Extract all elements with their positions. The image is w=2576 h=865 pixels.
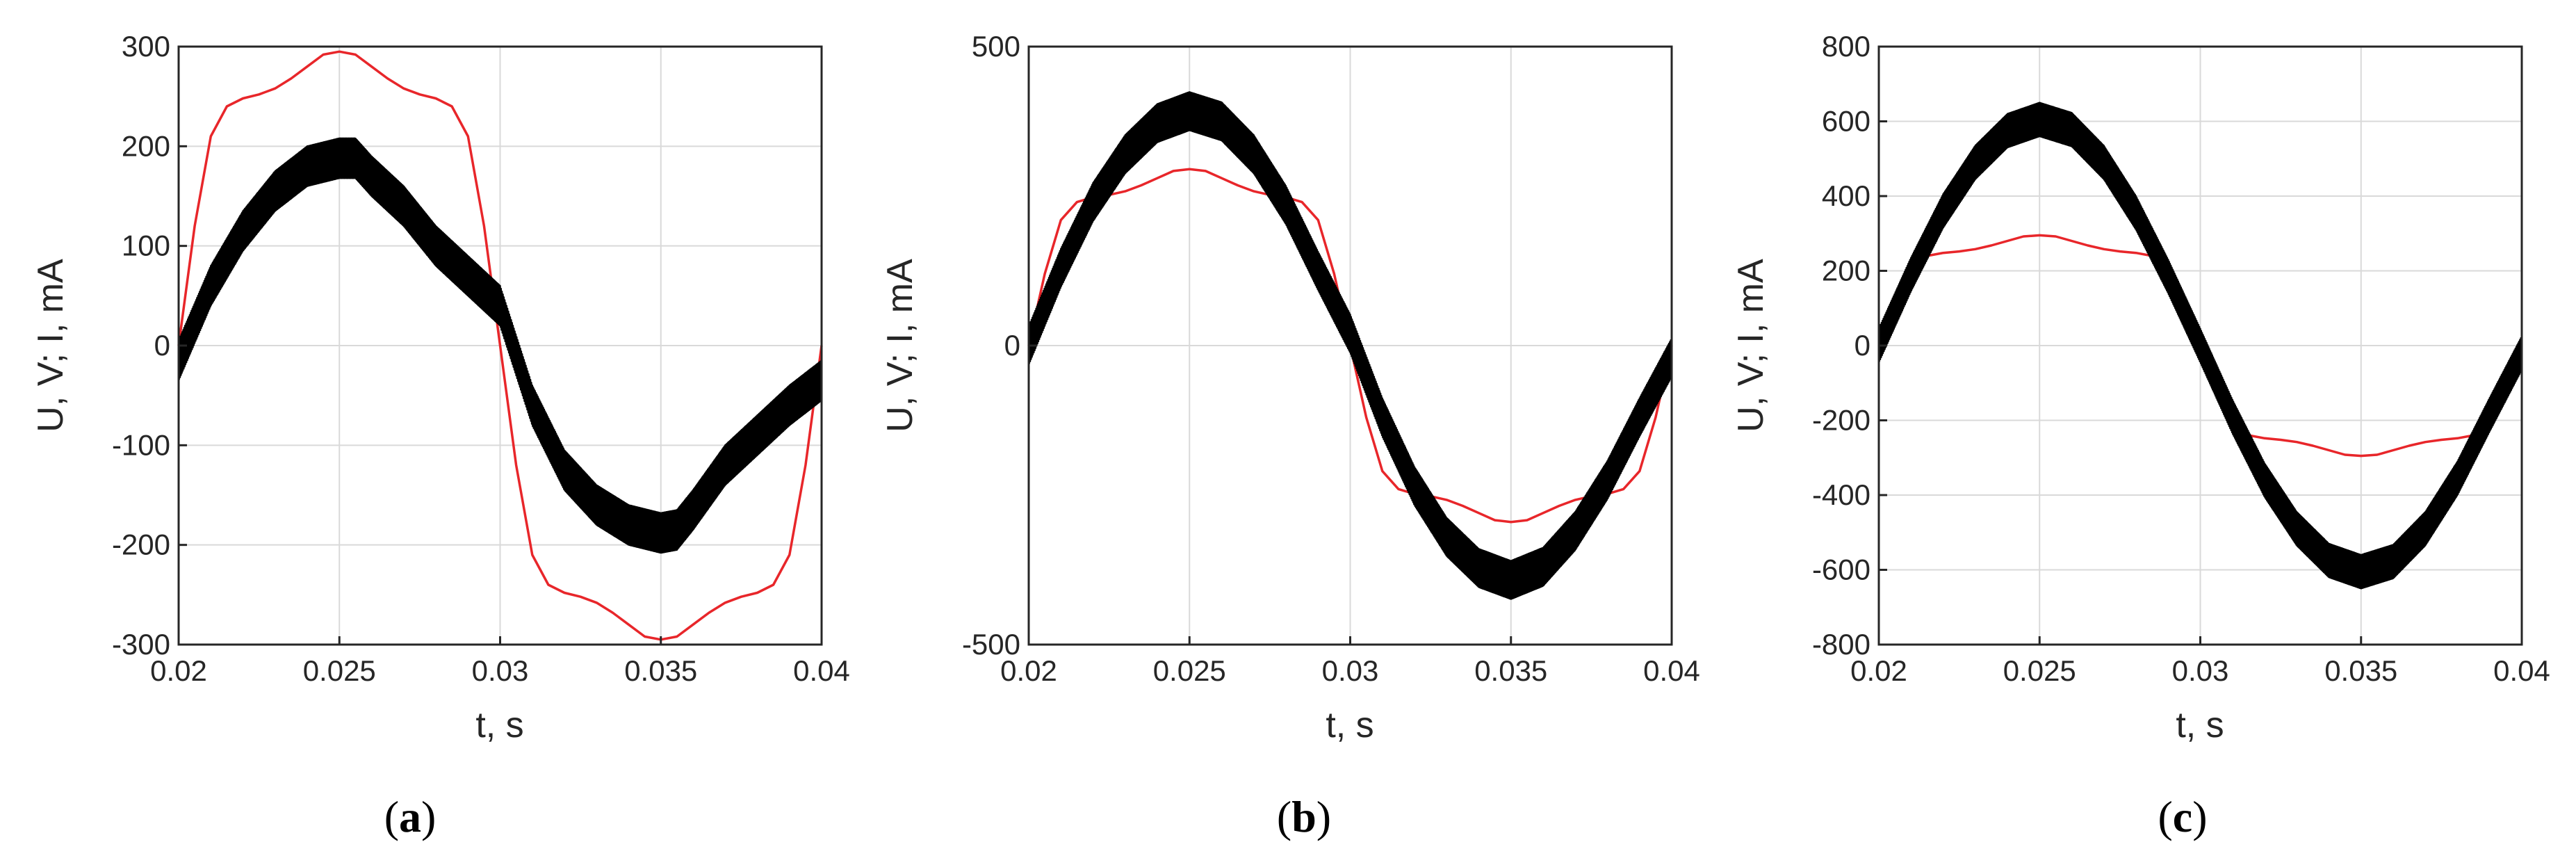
panel-a-y-tick-label-0: -300 [112, 628, 170, 661]
panel-c-x-tick-label-4: 0.04 [2493, 654, 2550, 687]
panel-c-x-ticks: 0.02 0.025 0.03 0.035 0.04 [1850, 636, 2550, 687]
panel-c-x-tick-label-3: 0.035 [2324, 654, 2397, 687]
panel-c-caption-open: ( [2158, 792, 2172, 841]
panel-a-caption: (a) [384, 792, 437, 841]
panel-c-y-tick-label-3: -200 [1812, 404, 1870, 437]
panel-a-caption-open: ( [384, 792, 399, 841]
panel-c-caption-close: ) [2192, 792, 2207, 841]
panel-a-series-1 [177, 137, 823, 554]
panel-a-x-tick-label-3: 0.035 [624, 654, 697, 687]
panel-b-x-tick-label-1: 0.025 [1153, 654, 1226, 687]
panel-c-x-tick-label-1: 0.025 [2003, 654, 2076, 687]
panel-c-y-tick-label-7: 600 [1822, 105, 1870, 138]
panel-a-x-tick-label-2: 0.03 [472, 654, 529, 687]
panel-c-y-tick-label-2: -400 [1812, 478, 1870, 511]
panel-c-y-tick-label-1: -600 [1812, 553, 1870, 586]
panel-b-y-tick-label-0: -500 [962, 628, 1020, 661]
panel-a-x-ticks: 0.02 0.025 0.03 0.035 0.04 [150, 636, 850, 687]
panel-c-caption-letter: c [2173, 792, 2192, 841]
panel-b-y-tick-label-1: 0 [1004, 329, 1020, 362]
panel-c-plot [1877, 102, 2523, 590]
panel-c-caption: (c) [2158, 792, 2207, 841]
panel-a-y-axis-label: U, V; I, mA [31, 259, 71, 432]
panel-b-y-ticks: -500 0 500 [962, 30, 1037, 661]
panel-a-series-0 [177, 50, 823, 641]
panel-b-series-1 [1027, 91, 1673, 600]
panel-c-y-tick-label-5: 200 [1822, 254, 1870, 287]
panel-b: 0.02 0.025 0.03 0.035 0.04 -500 0 500 t, s U, … [880, 30, 1700, 841]
panel-c-x-axis-label: t, s [2176, 705, 2224, 745]
panel-b-x-tick-label-2: 0.03 [1322, 654, 1379, 687]
panel-c-y-tick-label-8: 800 [1822, 30, 1870, 63]
panel-a-y-tick-label-4: 100 [122, 229, 170, 262]
panel-a: 0.02 0.025 0.03 0.035 0.04 -300 -200 -100 0 100 2… [31, 30, 850, 841]
panel-c-y-tick-label-6: 400 [1822, 179, 1870, 212]
panel-a-y-tick-label-5: 200 [122, 129, 170, 162]
panel-b-y-axis-label: U, V; I, mA [880, 259, 920, 432]
panel-b-caption-close: ) [1316, 792, 1331, 841]
panel-c-y-axis-label: U, V; I, mA [1731, 259, 1771, 432]
panel-a-y-tick-label-6: 300 [122, 30, 170, 63]
panel-b-x-tick-label-4: 0.04 [1643, 654, 1700, 687]
panel-a-x-tick-label-1: 0.025 [303, 654, 376, 687]
panel-b-x-tick-label-0: 0.02 [1000, 654, 1057, 687]
panel-a-x-tick-label-4: 0.04 [793, 654, 850, 687]
panel-b-plot [1027, 91, 1673, 600]
panel-a-caption-close: ) [421, 792, 436, 841]
panel-b-caption-open: ( [1277, 792, 1291, 841]
panel-b-caption-letter: b [1291, 792, 1316, 841]
panel-c-series-1 [1877, 102, 2523, 590]
panel-c-x-tick-label-0: 0.02 [1850, 654, 1907, 687]
panel-c-y-tick-label-4: 0 [1854, 329, 1870, 362]
panel-b-x-tick-label-3: 0.035 [1474, 654, 1547, 687]
panel-a-y-tick-label-3: 0 [154, 329, 170, 362]
panel-a-plot [177, 50, 823, 641]
panel-b-x-ticks: 0.02 0.025 0.03 0.035 0.04 [1000, 636, 1700, 687]
panel-b-caption: (b) [1277, 792, 1331, 841]
panel-a-y-tick-label-2: -100 [112, 428, 170, 461]
panel-a-y-ticks: -300 -200 -100 0 100 200 300 [112, 30, 187, 661]
panel-a-caption-letter: a [399, 792, 421, 841]
panel-c: 0.02 0.025 0.03 0.035 0.04 -800 -600 -400 -200 0… [1731, 30, 2550, 841]
panel-c-x-tick-label-2: 0.03 [2172, 654, 2229, 687]
panel-a-y-tick-label-1: -200 [112, 528, 170, 561]
panel-b-x-axis-label: t, s [1326, 705, 1373, 745]
panel-c-y-tick-label-0: -800 [1812, 628, 1870, 661]
panel-c-y-ticks: -800 -600 -400 -200 0 200 400 600 800 [1812, 30, 1887, 661]
panel-a-x-axis-label: t, s [475, 705, 523, 745]
panel-a-x-tick-label-0: 0.02 [150, 654, 207, 687]
panel-b-y-tick-label-2: 500 [972, 30, 1020, 63]
